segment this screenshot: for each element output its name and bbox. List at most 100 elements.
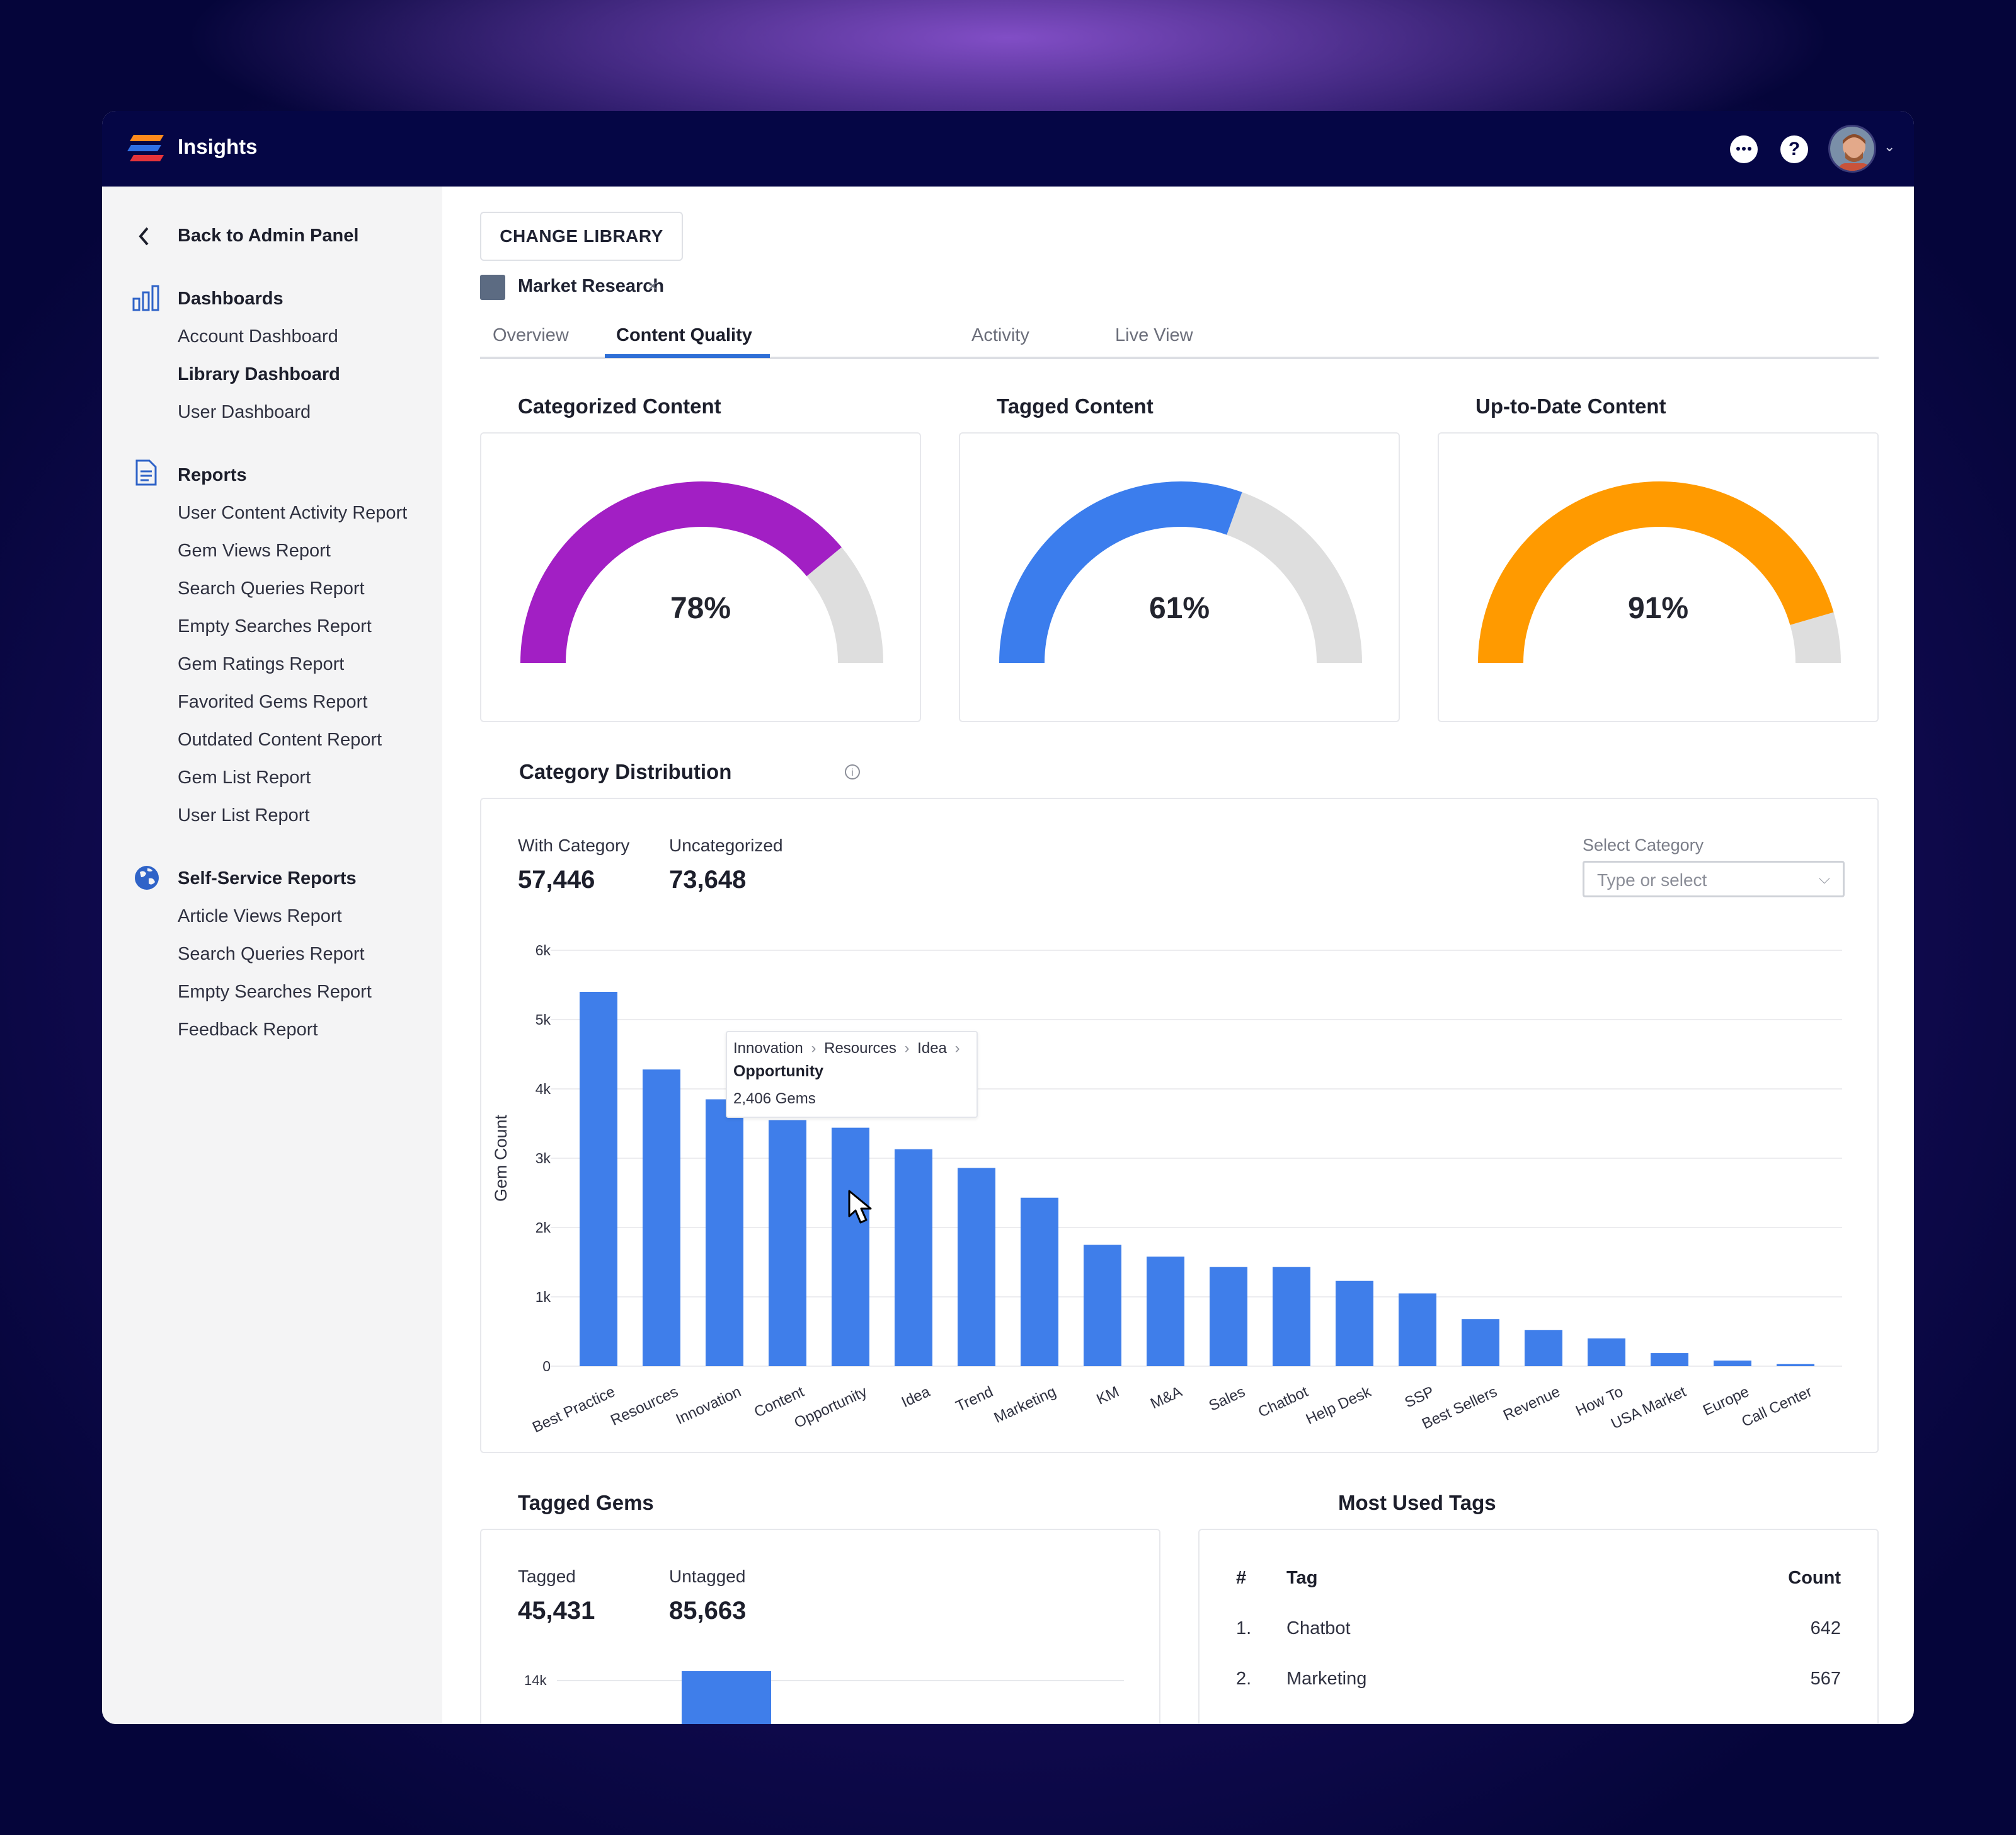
bar[interactable] bbox=[580, 992, 617, 1366]
x-tick-label: Revenue bbox=[1501, 1383, 1562, 1424]
sidebar-item-library-dashboard[interactable]: Library Dashboard bbox=[178, 364, 340, 384]
bar[interactable] bbox=[1588, 1338, 1625, 1366]
with-category-value: 57,446 bbox=[518, 866, 595, 894]
gauge-track bbox=[1790, 612, 1841, 664]
bar[interactable] bbox=[1084, 1245, 1121, 1367]
row-tag[interactable]: Marketing bbox=[1286, 1669, 1367, 1689]
x-tick-label: Idea bbox=[899, 1383, 933, 1411]
row-count: 642 bbox=[1810, 1618, 1841, 1638]
category-distribution-title: Category Distribution bbox=[519, 760, 732, 783]
bar[interactable] bbox=[643, 1069, 680, 1366]
sidebar-item-report[interactable]: Gem Views Report bbox=[178, 541, 331, 561]
bar[interactable] bbox=[1525, 1330, 1562, 1366]
bar[interactable] bbox=[1336, 1280, 1373, 1366]
chevron-left-icon[interactable] bbox=[137, 226, 151, 247]
bar-chart-icon bbox=[132, 285, 159, 311]
question-icon[interactable]: ? bbox=[1780, 135, 1808, 163]
uncategorized-value: 73,648 bbox=[669, 866, 747, 894]
most-used-tags-card: # Tag Count 1. Chatbot 642 2. Marketing … bbox=[1198, 1529, 1879, 1724]
row-tag[interactable]: Chatbot bbox=[1286, 1618, 1351, 1638]
tooltip-path-item: Resources bbox=[824, 1040, 896, 1057]
bar[interactable] bbox=[1147, 1257, 1184, 1366]
bar[interactable] bbox=[958, 1168, 995, 1366]
sidebar: Back to Admin Panel Dashboards Account D… bbox=[102, 187, 442, 1724]
row-number: 2. bbox=[1236, 1669, 1252, 1689]
bar[interactable] bbox=[1399, 1293, 1436, 1367]
up-to-date-gauge bbox=[1478, 481, 1841, 664]
chevron-down-icon[interactable]: ⌄ bbox=[1884, 139, 1896, 154]
tagged-bar bbox=[682, 1671, 771, 1724]
gauge-card: 78% bbox=[480, 432, 921, 722]
chat-bubble-icon[interactable] bbox=[1730, 135, 1758, 163]
category-select[interactable]: Type or select ⌵ bbox=[1583, 861, 1845, 897]
bar[interactable] bbox=[1273, 1267, 1310, 1366]
gridline bbox=[557, 1680, 1124, 1681]
sidebar-item-report[interactable]: Article Views Report bbox=[178, 906, 342, 926]
top-bar: Insights ? ⌄ bbox=[102, 111, 1914, 187]
tagged-value: 45,431 bbox=[518, 1597, 595, 1625]
x-tick-label: Opportunity bbox=[792, 1383, 870, 1432]
document-icon bbox=[135, 459, 157, 486]
sidebar-item-account-dashboard[interactable]: Account Dashboard bbox=[178, 326, 338, 347]
sidebar-item-report[interactable]: Outdated Content Report bbox=[178, 730, 382, 750]
user-avatar[interactable] bbox=[1828, 125, 1876, 173]
sidebar-item-report[interactable]: Favorited Gems Report bbox=[178, 692, 368, 712]
tagged-gems-card: Tagged 45,431 Untagged 85,663 14k bbox=[480, 1529, 1160, 1724]
tagged-gems-title: Tagged Gems bbox=[518, 1491, 654, 1514]
most-used-tags-title: Most Used Tags bbox=[1338, 1491, 1496, 1514]
bar[interactable] bbox=[1714, 1360, 1751, 1366]
x-tick-label: Call Center bbox=[1739, 1383, 1814, 1430]
gauge-card: 91% bbox=[1438, 432, 1879, 722]
column-header-count: Count bbox=[1788, 1568, 1841, 1588]
tooltip-path-item: Innovation bbox=[733, 1040, 803, 1057]
x-tick-label: M&A bbox=[1148, 1383, 1185, 1412]
bar[interactable] bbox=[895, 1149, 932, 1366]
bar[interactable] bbox=[1021, 1197, 1058, 1366]
change-library-button[interactable]: CHANGE LIBRARY bbox=[480, 212, 683, 261]
y-tick-label: 3k bbox=[536, 1150, 551, 1166]
with-category-label: With Category bbox=[518, 836, 630, 855]
y-tick-label: 5k bbox=[536, 1011, 551, 1028]
gauge-title: Tagged Content bbox=[997, 394, 1154, 418]
tab-content-quality[interactable]: Content Quality bbox=[616, 325, 752, 345]
untagged-value: 85,663 bbox=[669, 1597, 747, 1625]
bar[interactable] bbox=[769, 1120, 806, 1367]
info-icon[interactable]: i bbox=[844, 764, 861, 780]
sidebar-item-report[interactable]: Search Queries Report bbox=[178, 944, 365, 964]
sidebar-item-report[interactable]: Feedback Report bbox=[178, 1020, 318, 1040]
tooltip-count: 2,406 Gems bbox=[733, 1090, 816, 1107]
gauge-title: Categorized Content bbox=[518, 394, 721, 418]
sidebar-item-report[interactable]: Empty Searches Report bbox=[178, 982, 372, 1002]
y-tick-label: 1k bbox=[536, 1289, 551, 1305]
bar[interactable] bbox=[706, 1099, 743, 1367]
x-tick-label: KM bbox=[1094, 1383, 1121, 1408]
x-tick-label: Trend bbox=[953, 1383, 995, 1415]
globe-icon bbox=[135, 866, 159, 890]
remove-library-icon[interactable]: × bbox=[648, 276, 658, 296]
insights-logo-icon[interactable] bbox=[127, 134, 164, 164]
bar[interactable] bbox=[1651, 1353, 1688, 1366]
column-header-number: # bbox=[1236, 1568, 1247, 1588]
back-to-admin-link[interactable]: Back to Admin Panel bbox=[178, 226, 359, 246]
bar[interactable] bbox=[832, 1127, 869, 1366]
sidebar-item-user-dashboard[interactable]: User Dashboard bbox=[178, 402, 311, 422]
sidebar-item-report[interactable]: Gem Ratings Report bbox=[178, 654, 345, 674]
sidebar-item-report[interactable]: Gem List Report bbox=[178, 768, 311, 788]
category-select-placeholder: Type or select bbox=[1597, 870, 1707, 890]
sidebar-item-report[interactable]: Empty Searches Report bbox=[178, 616, 372, 636]
tab-live-view[interactable]: Live View bbox=[1115, 325, 1193, 345]
sidebar-item-report[interactable]: Search Queries Report bbox=[178, 578, 365, 599]
gauge-fill bbox=[999, 481, 1242, 664]
tooltip-category: Opportunity bbox=[733, 1062, 824, 1080]
bar[interactable] bbox=[1462, 1319, 1499, 1366]
tab-activity[interactable]: Activity bbox=[971, 325, 1029, 345]
gauge-percent: 78% bbox=[670, 592, 731, 625]
bar[interactable] bbox=[1210, 1267, 1247, 1366]
sidebar-item-report[interactable]: User List Report bbox=[178, 805, 310, 825]
x-tick-label: Sales bbox=[1206, 1383, 1248, 1415]
sidebar-heading-dashboards: Dashboards bbox=[178, 289, 284, 309]
sidebar-item-report[interactable]: User Content Activity Report bbox=[178, 503, 408, 523]
tab-overview[interactable]: Overview bbox=[493, 325, 569, 345]
bar[interactable] bbox=[1777, 1364, 1814, 1366]
